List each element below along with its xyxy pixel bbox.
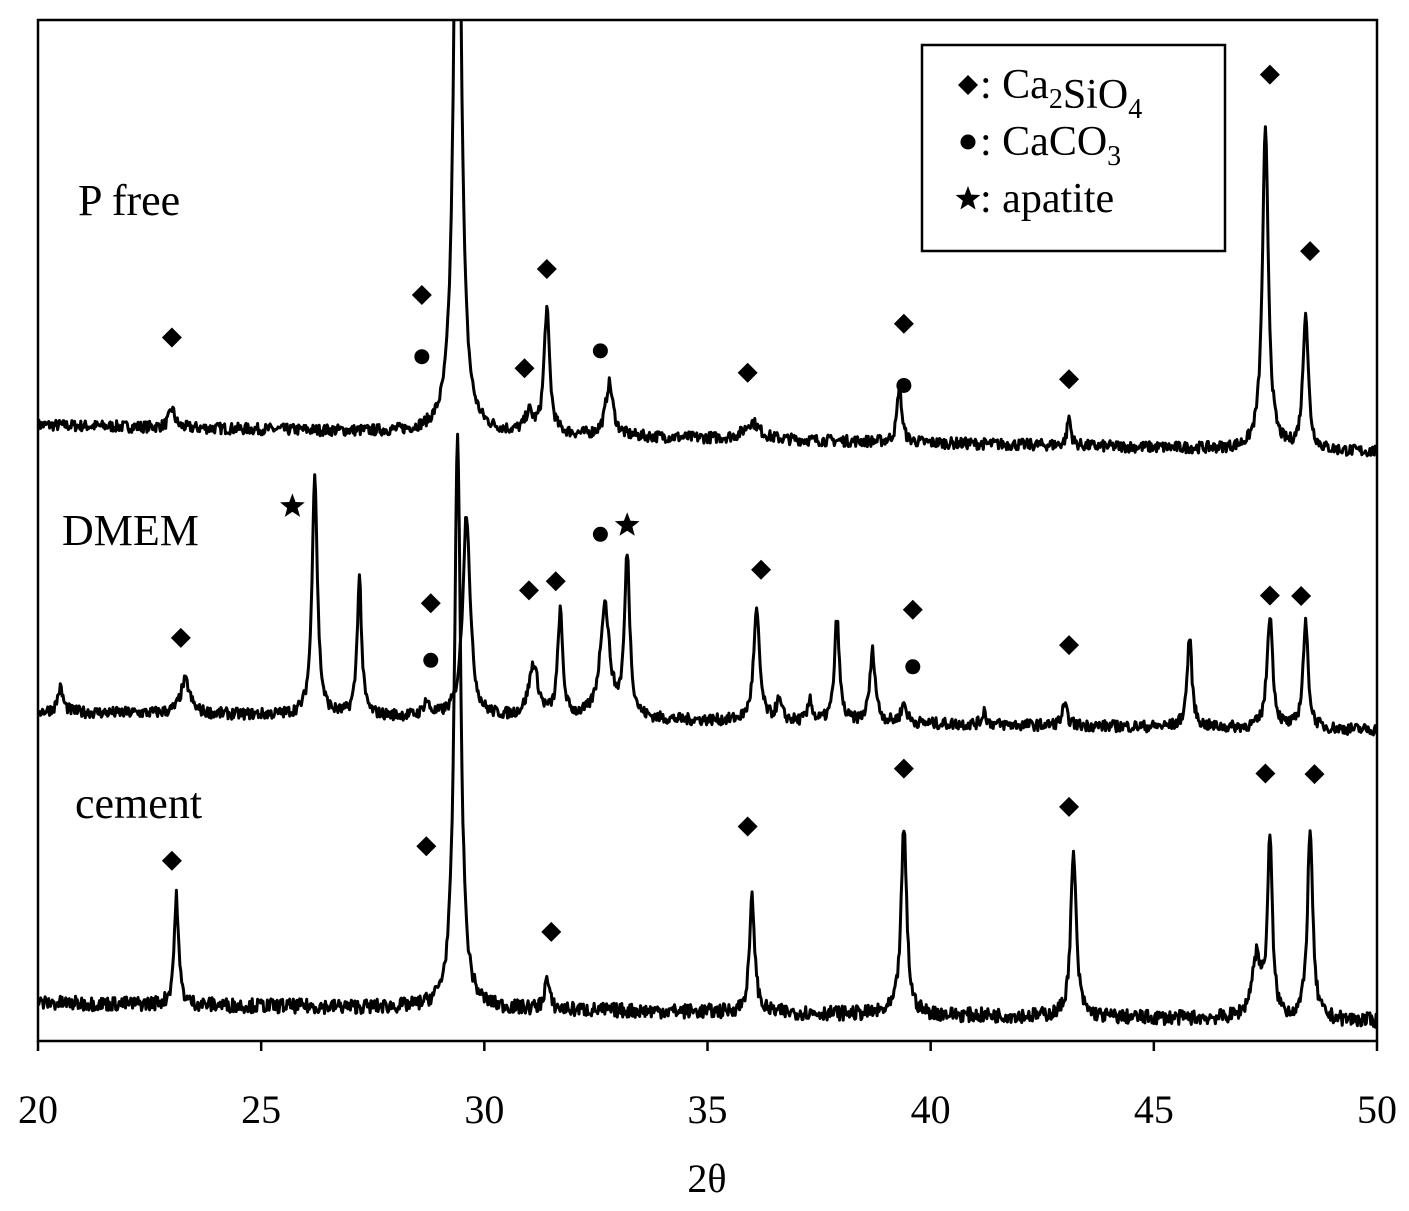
diamond-marker <box>1300 241 1321 262</box>
phase-markers-group <box>161 64 1325 942</box>
xrd-trace-p-free <box>38 20 1377 458</box>
diamond-marker <box>1059 369 1080 390</box>
diamond-marker <box>1255 763 1276 784</box>
x-tick-label: 25 <box>241 1087 281 1132</box>
diamond-marker <box>411 284 432 305</box>
diamond-marker <box>1059 796 1080 817</box>
circle-marker <box>592 526 608 542</box>
star-marker <box>955 186 981 210</box>
xrd-trace-dmem <box>38 473 1377 737</box>
diamond-marker <box>893 313 914 334</box>
diamond-marker <box>1259 64 1280 85</box>
circle-marker <box>896 377 912 393</box>
circle-marker <box>905 659 921 675</box>
circle-marker <box>423 652 439 668</box>
legend-entry-circle: : CaCO3 <box>980 119 1121 172</box>
series-label: DMEM <box>62 506 199 555</box>
star-marker <box>280 493 305 517</box>
diamond-marker <box>751 559 772 580</box>
diamond-marker <box>1059 635 1080 656</box>
series-label: P free <box>78 176 180 225</box>
diamond-marker <box>1259 585 1280 606</box>
legend: : Ca2SiO4: CaCO3: apatite <box>920 43 1227 253</box>
diamond-marker <box>737 816 758 837</box>
diamond-marker <box>1291 585 1312 606</box>
x-axis-label: 2θ <box>687 1156 726 1201</box>
diamond-marker <box>902 599 923 620</box>
x-tick-label: 30 <box>464 1087 504 1132</box>
diamond-marker <box>518 580 539 601</box>
diamond-marker <box>545 571 566 592</box>
star-marker <box>614 512 640 536</box>
x-axis: 20 25 30 35 40 45 50 <box>18 1041 1397 1132</box>
series-labels-group: P free DMEM cement <box>62 176 202 828</box>
diamond-marker <box>416 836 437 857</box>
circle-marker <box>960 134 976 150</box>
diamond-marker <box>420 593 441 614</box>
circle-marker <box>414 349 430 365</box>
x-tick-label: 20 <box>18 1087 58 1132</box>
circle-marker <box>592 343 608 359</box>
diamond-marker <box>536 259 557 280</box>
diamond-marker <box>958 75 978 95</box>
x-tick-label: 40 <box>911 1087 951 1132</box>
diamond-marker <box>893 758 914 779</box>
x-tick-label: 45 <box>1134 1087 1174 1132</box>
legend-entry-diamond: : Ca2SiO4 <box>980 62 1142 125</box>
diamond-marker <box>161 850 182 871</box>
diamond-marker <box>737 362 758 383</box>
traces-group <box>38 20 1377 1029</box>
series-label: cement <box>75 779 202 828</box>
legend-entry-star: : apatite <box>980 176 1114 222</box>
diamond-marker <box>170 627 191 648</box>
diamond-marker <box>1304 764 1325 785</box>
diamond-marker <box>541 921 562 942</box>
diamond-marker <box>161 327 182 348</box>
x-tick-label: 50 <box>1357 1087 1397 1132</box>
x-tick-label: 35 <box>688 1087 728 1132</box>
diamond-marker <box>514 358 535 379</box>
xrd-trace-cement <box>38 432 1377 1029</box>
